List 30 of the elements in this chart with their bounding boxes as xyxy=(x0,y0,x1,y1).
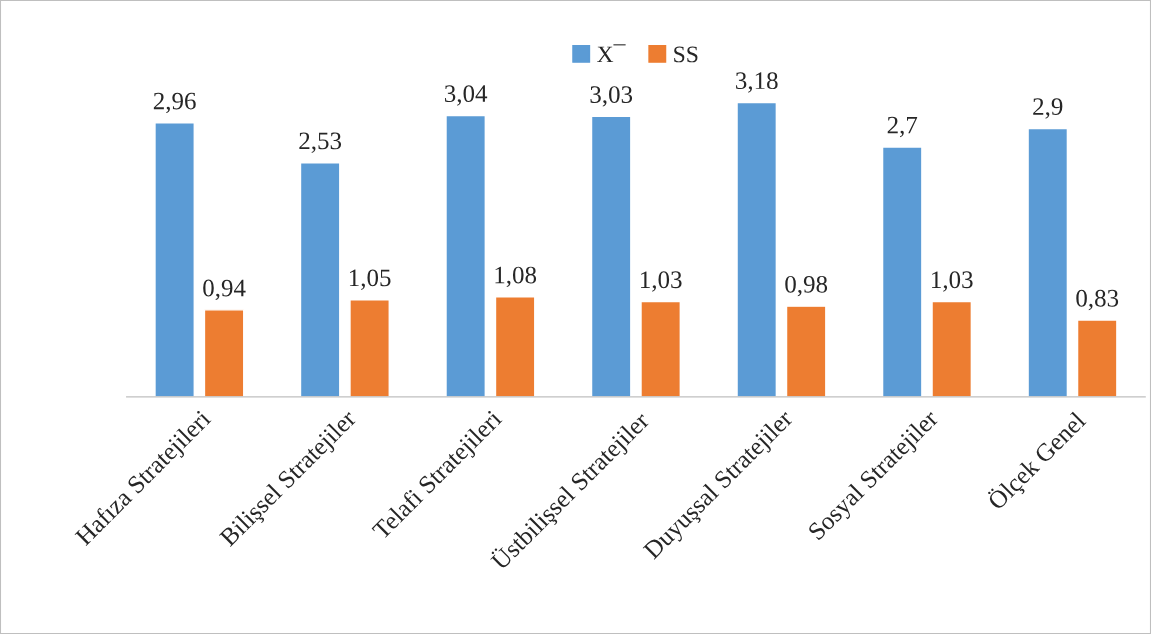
bar xyxy=(931,300,973,397)
data-label: 0,83 xyxy=(1076,289,1119,311)
bar xyxy=(1076,319,1118,397)
bar xyxy=(445,114,487,397)
data-label: 2,53 xyxy=(299,132,342,153)
data-label: 0,94 xyxy=(203,279,246,301)
bar xyxy=(640,300,682,397)
data-label: 2,96 xyxy=(153,92,196,114)
bar xyxy=(1027,127,1069,397)
bar xyxy=(590,115,632,397)
data-label: 2,9 xyxy=(1033,98,1063,119)
bar xyxy=(736,101,778,397)
bar xyxy=(299,161,341,397)
bar xyxy=(349,298,390,397)
bar xyxy=(494,296,536,397)
bar xyxy=(203,309,245,397)
data-label: 1,08 xyxy=(495,266,537,288)
data-label: 1,03 xyxy=(932,271,973,292)
bar xyxy=(785,305,827,397)
data-label: 3,18 xyxy=(736,72,778,93)
data-label: 1,03 xyxy=(640,271,682,292)
data-label: 1,05 xyxy=(349,269,391,290)
bar xyxy=(881,146,923,397)
legend-label: X¯ xyxy=(597,44,626,63)
data-label: 3,04 xyxy=(444,85,488,106)
data-label: 0,98 xyxy=(785,275,828,297)
legend-label: SS xyxy=(674,46,698,63)
data-label: 2,7 xyxy=(887,116,918,138)
bar xyxy=(154,122,195,397)
data-label: 3,03 xyxy=(590,86,633,107)
